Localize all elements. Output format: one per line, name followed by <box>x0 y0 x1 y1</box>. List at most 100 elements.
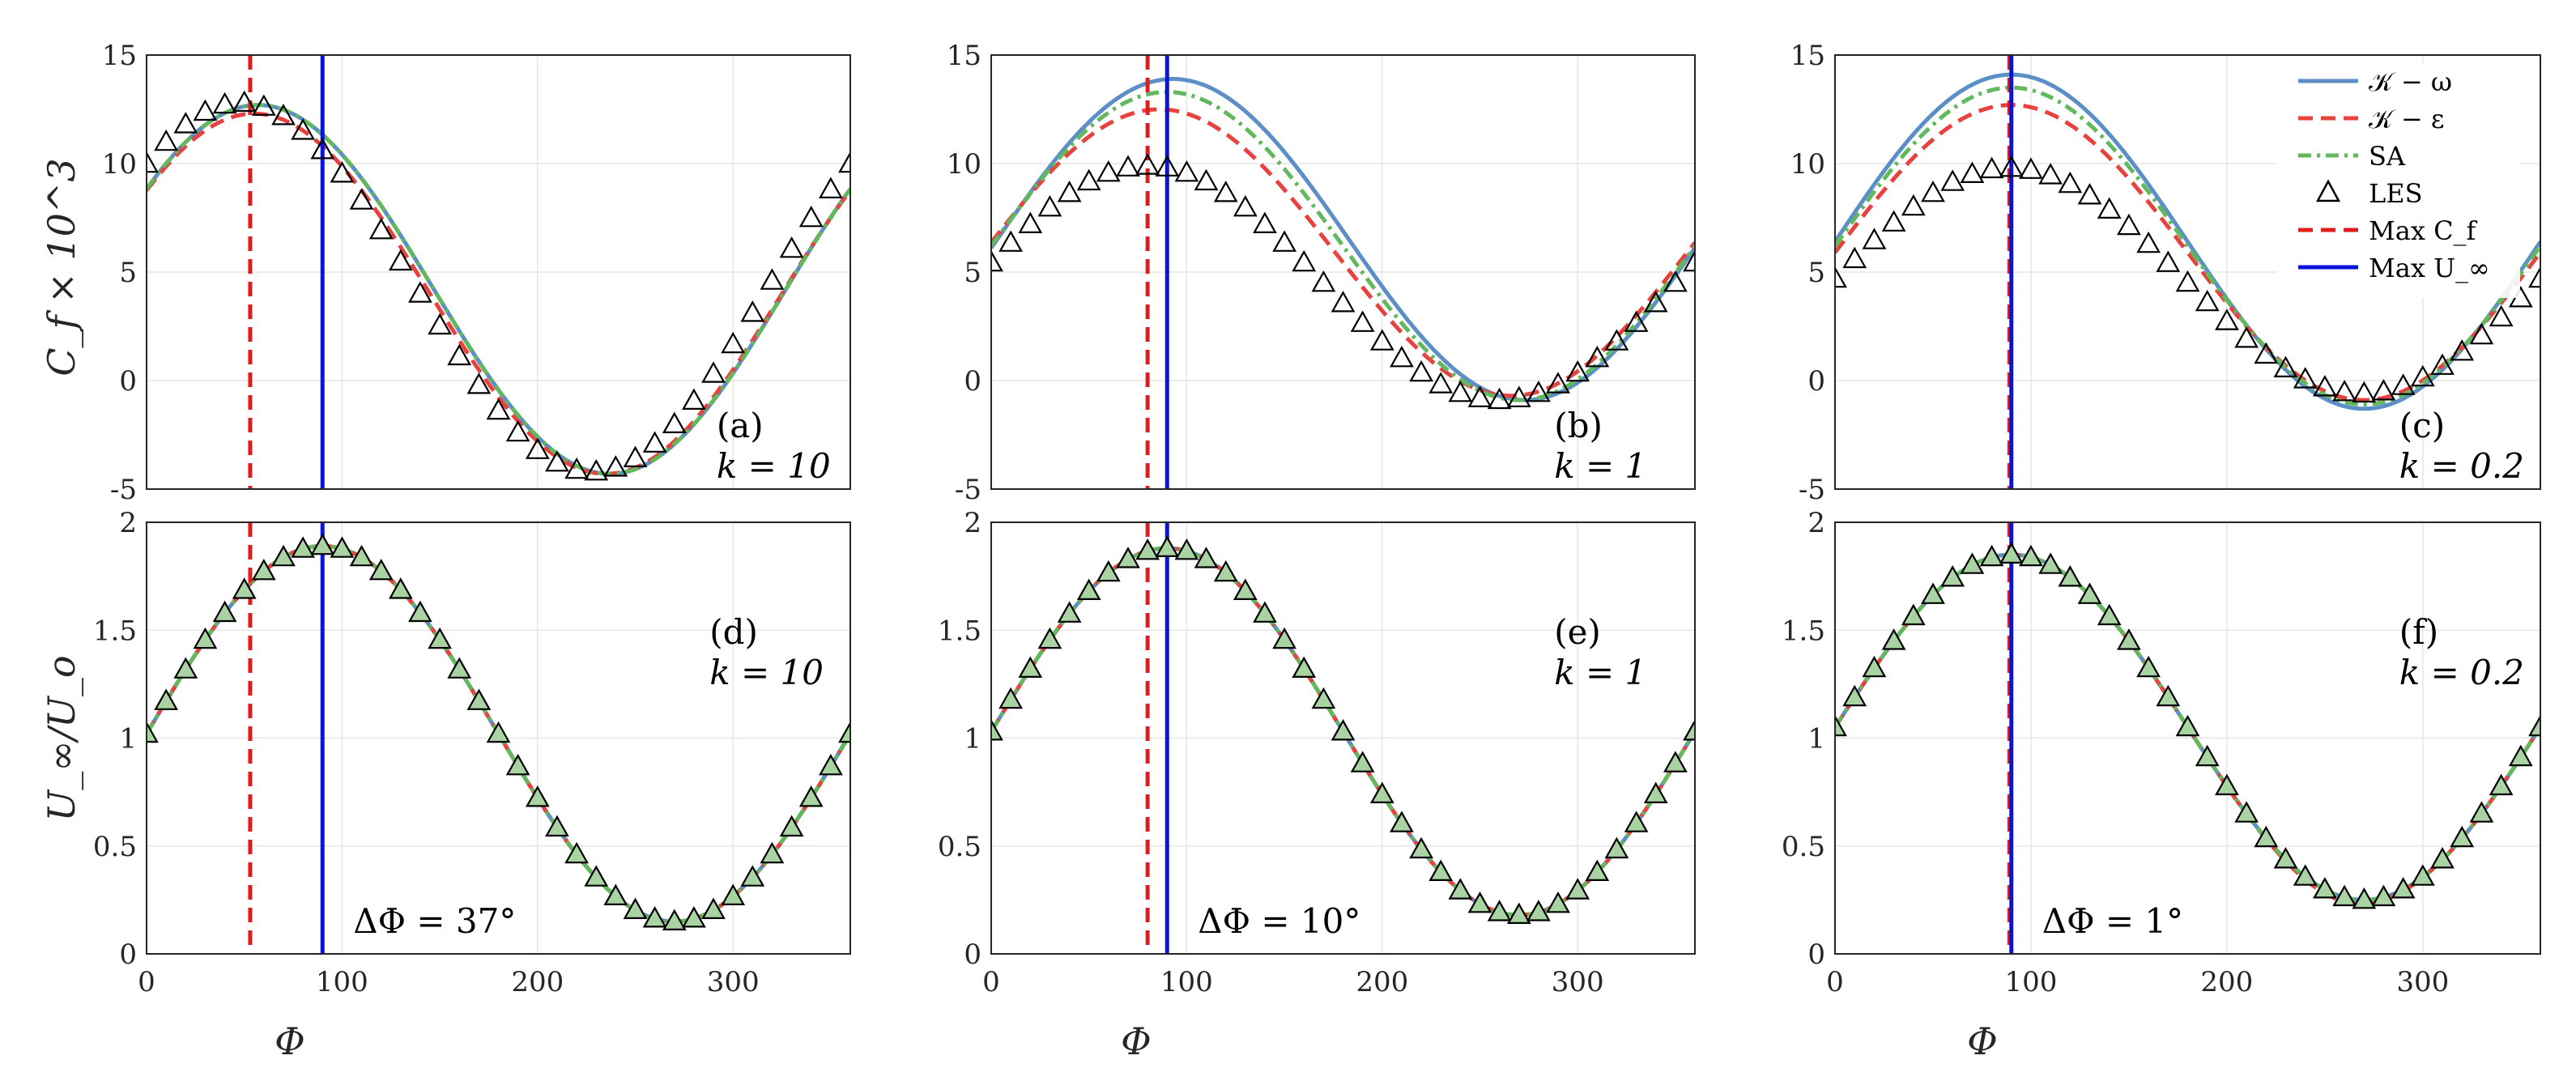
panel-e-les-point <box>1624 811 1649 832</box>
panel-d-les-point <box>642 906 667 928</box>
panel-f-les-point <box>1940 565 1965 587</box>
panel-d-les-point <box>147 721 159 743</box>
panel-b-les-point <box>1683 249 1695 272</box>
panel-e-les-point <box>1292 656 1317 678</box>
panel-a-les-point <box>212 92 237 114</box>
legend-label-k-omega: 𝒦 − ω <box>2369 66 2452 97</box>
panel-b-les-point <box>1643 291 1668 313</box>
panel-b-les-point <box>1585 345 1610 368</box>
panel-c-les-point <box>2469 322 2494 345</box>
panel-d-les-point <box>193 627 218 649</box>
panel-b-les-point <box>1350 310 1375 332</box>
panel-f-les-point <box>2156 684 2181 707</box>
panel-f-les-point <box>1901 603 1926 626</box>
panel-c-les-point <box>2234 326 2259 348</box>
panel-d-les-point <box>428 627 452 649</box>
panel-b-les-point <box>1194 168 1219 191</box>
panel-b-les-point <box>998 230 1023 252</box>
panel-b-les-point <box>1390 345 1414 368</box>
panel-d-les-point <box>486 721 511 743</box>
panel-b-les-point <box>1331 291 1356 313</box>
panel-f-les-point <box>2195 744 2220 767</box>
panel-a-les-point <box>701 361 726 383</box>
panel-d-les-point <box>368 558 394 581</box>
panel-e-les-point <box>1663 751 1688 772</box>
legend-entry-les: LES <box>2315 178 2423 209</box>
panel-c-les-point <box>2175 270 2200 292</box>
panel-f-les-point <box>2077 582 2102 604</box>
panel-f-axes-box <box>1834 521 2541 955</box>
panel-c-ytick-label-0: -5 <box>1799 474 1825 506</box>
panel-d-label: (d) <box>709 612 758 652</box>
panel-c-les-point <box>2430 353 2455 375</box>
panel-c-les-point <box>2410 364 2435 387</box>
panel-f-les-point <box>2313 877 2337 899</box>
panel-d-les-point <box>682 906 706 928</box>
panel-d-les-point <box>291 536 315 558</box>
panel-e-xtick-label-2: 200 <box>1356 966 1408 998</box>
panel-d-dphi-label: ΔΦ = 37° <box>353 901 516 941</box>
panel-a-les-point <box>173 112 198 134</box>
panel-e: 0 0.5 1 1.5 2 0 100 200 300 (e)k = 1 ΔΦ = 10° <box>938 507 1696 998</box>
panel-b-les-point <box>991 249 1003 272</box>
panel-a-les-point <box>682 388 706 410</box>
legend-swatch-les <box>2315 179 2341 202</box>
panel-f-les-point <box>2215 773 2239 796</box>
panel-d-xtick-label-3: 300 <box>707 966 760 998</box>
panel-b-les-point <box>1076 168 1101 191</box>
panel-d-xtick-label-0: 0 <box>138 966 155 998</box>
panel-d-k-label: k = 10 <box>709 653 824 692</box>
panel-c-les-point <box>2489 304 2514 327</box>
panel-c-curve-sa <box>1835 85 2540 407</box>
panel-a-les-point <box>779 236 804 258</box>
panel-d-les-point <box>740 865 765 887</box>
panel-e-les-point <box>1116 547 1140 568</box>
panel-c-les-point <box>2450 338 2475 361</box>
panel-f-xtick-label-3: 300 <box>2396 966 2449 998</box>
panel-b-les-point <box>1506 385 1531 407</box>
panel-a-les-point <box>330 161 355 183</box>
panel-c-ytick-label-1: 0 <box>1807 365 1825 398</box>
panel-e-les-point <box>1409 836 1433 859</box>
panel-c-les-point <box>2097 197 2122 219</box>
panel-f-ytick-label-4: 2 <box>1807 507 1825 539</box>
panel-c-les-point <box>1960 161 1985 183</box>
panel-b-les-point <box>1663 270 1688 292</box>
panel-e-les-point <box>1448 878 1473 900</box>
panel-d-les-point <box>330 536 355 558</box>
panel-e-les-point <box>1233 578 1258 600</box>
panel-c-les-point <box>2352 381 2377 403</box>
panel-a-les-point <box>408 281 432 303</box>
panel-b-les-point <box>1174 160 1199 182</box>
panel-e-les-point <box>1643 781 1668 803</box>
panel-a-les-point <box>193 99 218 121</box>
panel-b: -5 0 5 10 15 (b)k = 1 <box>947 40 1696 506</box>
panel-b-les-point <box>1311 270 1336 292</box>
panel-f-les-point <box>2038 552 2063 574</box>
panel-a-les-point <box>147 151 159 173</box>
panel-c-les-point <box>1901 194 1926 216</box>
panel-b-les-point <box>1624 310 1649 332</box>
panel-a-les-point <box>466 372 492 394</box>
panel-f-les-point <box>2528 714 2540 737</box>
panel-e-les-point <box>1096 560 1121 582</box>
panel-e-les-point <box>1526 900 1551 921</box>
panel-a-les-point <box>271 104 296 126</box>
panel-e-les-point <box>1174 538 1199 560</box>
panel-a-axes-box <box>146 54 851 490</box>
panel-b-les-point <box>1565 360 1590 382</box>
panel-b-les-point <box>1546 372 1570 394</box>
panel-c-les-point <box>1999 155 2024 177</box>
panel-c-les-point <box>2195 289 2220 312</box>
panel-b-les-point <box>1292 249 1317 272</box>
panel-f-les-point <box>2391 877 2416 899</box>
panel-f-les-point <box>1960 552 1985 574</box>
panel-f-les-point <box>1999 542 2024 564</box>
panel-f-les-point <box>2097 603 2122 626</box>
panel-b-ytick-label-0: -5 <box>955 474 981 506</box>
panel-d-les-point <box>505 753 530 776</box>
panel-b-plot <box>991 55 1695 489</box>
panel-e-ytick-label-4: 2 <box>964 507 981 539</box>
panel-b-label: (b) <box>1554 406 1603 445</box>
panel-f-k-label: k = 0.2 <box>2399 653 2524 692</box>
